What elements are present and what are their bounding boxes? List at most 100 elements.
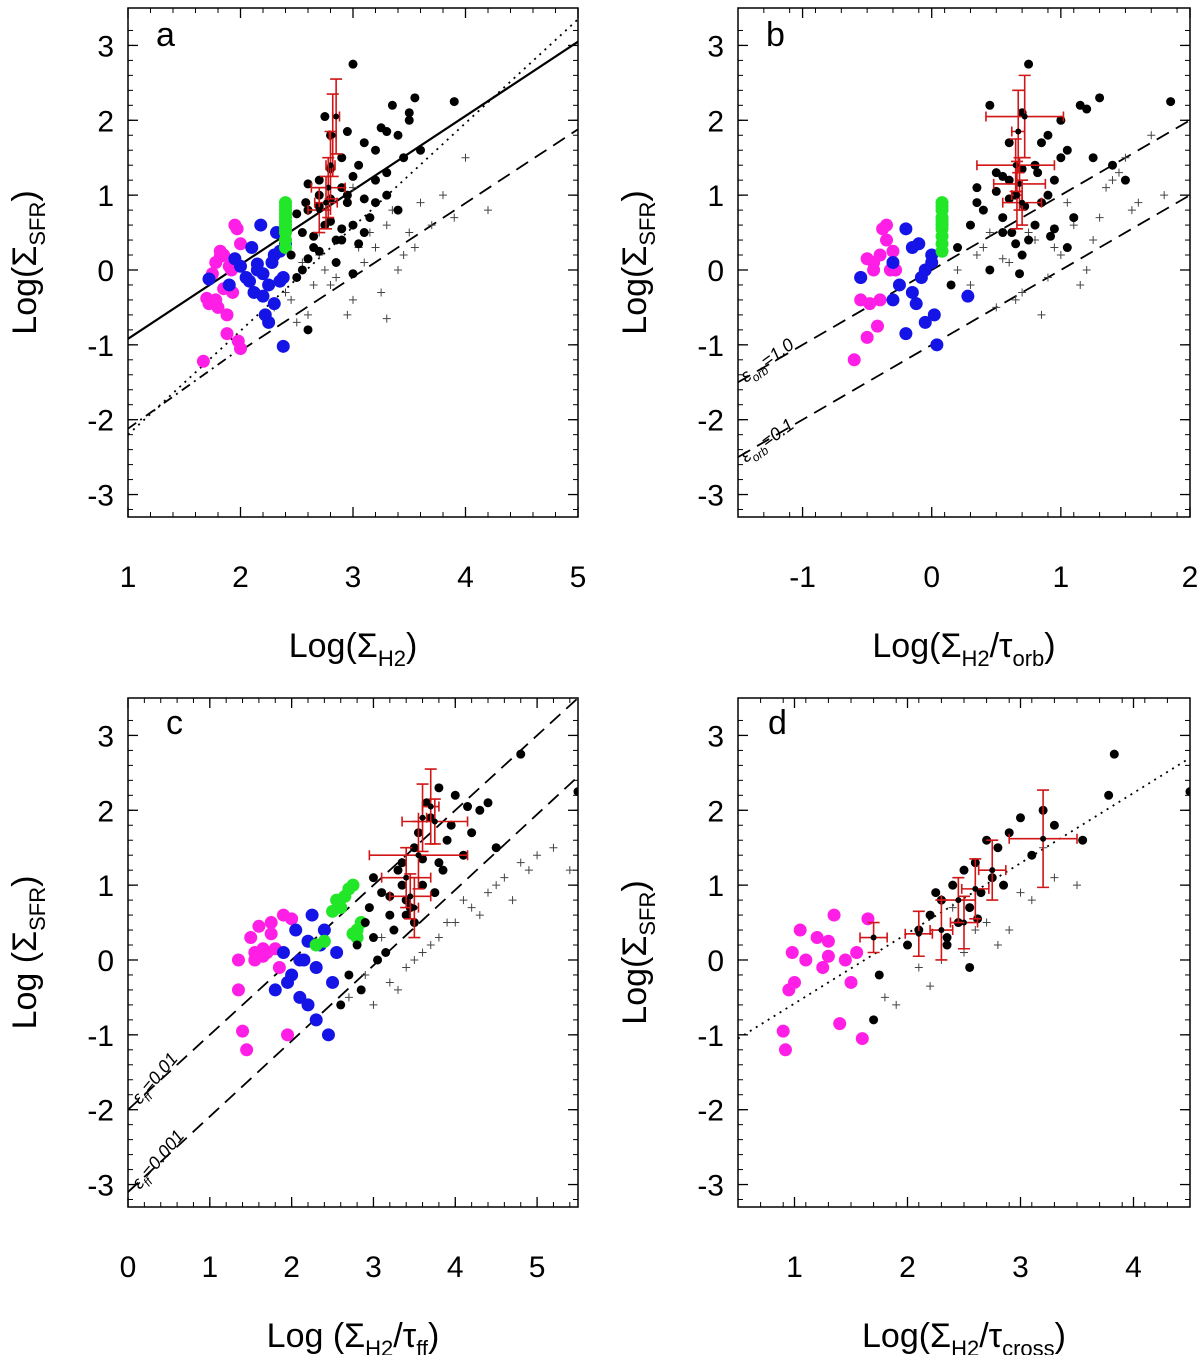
black-point bbox=[965, 220, 975, 230]
blue-point bbox=[886, 293, 900, 307]
plus-marker bbox=[292, 318, 301, 327]
plus-marker bbox=[427, 221, 436, 230]
black-point bbox=[1017, 250, 1027, 260]
black-point bbox=[434, 783, 444, 793]
y-axis-label-close: ) bbox=[616, 190, 654, 201]
plus-marker bbox=[382, 221, 391, 230]
y-axis-label: Log(ΣSFR) bbox=[6, 190, 50, 334]
black-point bbox=[336, 1000, 346, 1010]
black-point bbox=[985, 265, 995, 275]
blue-point bbox=[309, 960, 323, 974]
black-point bbox=[292, 209, 302, 219]
blue-point bbox=[281, 975, 295, 989]
error-bar-point bbox=[938, 927, 945, 934]
black-point bbox=[1104, 790, 1114, 800]
plus-marker bbox=[439, 191, 447, 200]
black-point bbox=[348, 171, 358, 181]
y-tick-label: 0 bbox=[707, 945, 724, 978]
magenta-point bbox=[873, 293, 887, 307]
y-axis-label-main: Log (Σ bbox=[6, 931, 44, 1030]
plus-marker bbox=[361, 970, 370, 979]
error-bar-point bbox=[972, 885, 979, 892]
black-point bbox=[309, 231, 319, 241]
black-point bbox=[1024, 235, 1034, 245]
plus-marker bbox=[948, 903, 957, 912]
black-point bbox=[1056, 153, 1066, 163]
x-tick-label: 5 bbox=[570, 561, 587, 594]
blue-point bbox=[268, 983, 282, 997]
plus-marker bbox=[979, 243, 988, 252]
magenta-point bbox=[234, 237, 247, 251]
plus-marker bbox=[1037, 310, 1046, 319]
fit-line-eps-ff-0.01 bbox=[128, 698, 578, 1111]
x-tick-label: 1 bbox=[786, 1251, 803, 1284]
black-point bbox=[942, 933, 952, 943]
magenta-point bbox=[816, 960, 830, 974]
x-axis-label-main: Log(Σ bbox=[289, 627, 378, 665]
plus-marker bbox=[1069, 221, 1078, 230]
plus-marker bbox=[1043, 273, 1052, 282]
y-axis-label-main: Log(Σ bbox=[616, 936, 654, 1025]
black-point bbox=[344, 970, 354, 980]
black-point bbox=[354, 160, 364, 170]
blue-point bbox=[276, 270, 290, 284]
x-axis-label-slash: /τ bbox=[979, 1317, 1002, 1355]
green-point bbox=[317, 934, 331, 948]
plot-area bbox=[738, 749, 1190, 1057]
y-tick-label: 3 bbox=[707, 720, 724, 753]
x-axis-label-sub2: orb bbox=[1012, 646, 1044, 671]
plus-marker bbox=[1121, 153, 1130, 162]
black-point bbox=[434, 858, 444, 868]
black-point bbox=[354, 239, 364, 249]
plus-marker bbox=[349, 295, 357, 304]
plus-marker bbox=[993, 941, 1002, 950]
plus-marker bbox=[1160, 191, 1169, 200]
magenta-point bbox=[285, 912, 299, 926]
black-point bbox=[1036, 138, 1046, 148]
plus-marker bbox=[500, 873, 509, 882]
blue-point bbox=[317, 923, 331, 937]
blue-point bbox=[326, 975, 340, 989]
plus-marker bbox=[326, 280, 335, 289]
error-bar-point bbox=[419, 814, 426, 821]
y-tick-label: 2 bbox=[707, 105, 724, 138]
black-point bbox=[337, 224, 347, 234]
y-tick-label: 3 bbox=[707, 30, 724, 63]
y-axis-label-sub: SFR bbox=[25, 202, 50, 246]
blue-point bbox=[925, 256, 939, 269]
x-axis-label-sub2: cross bbox=[1002, 1336, 1055, 1355]
black-point bbox=[993, 843, 1003, 853]
blue-point bbox=[899, 327, 913, 341]
blue-point bbox=[961, 289, 975, 303]
black-point bbox=[297, 265, 307, 275]
black-point bbox=[382, 168, 392, 178]
black-point bbox=[1007, 228, 1017, 238]
magenta-point bbox=[240, 1043, 254, 1057]
black-point bbox=[869, 1015, 879, 1025]
magenta-point bbox=[264, 927, 278, 941]
error-bar-point bbox=[1015, 128, 1022, 135]
error-bar-point bbox=[1016, 180, 1023, 187]
error-bar-point bbox=[407, 893, 414, 900]
plus-marker bbox=[1050, 243, 1059, 252]
plus-marker bbox=[524, 866, 533, 875]
y-tick-label: 2 bbox=[707, 795, 724, 828]
plus-marker bbox=[892, 1000, 901, 1009]
plus-marker bbox=[1102, 183, 1111, 192]
y-axis-label-main: Log(Σ bbox=[6, 246, 44, 335]
black-point bbox=[1049, 175, 1059, 185]
x-axis-label: Log(ΣH2/τcross) bbox=[862, 1317, 1066, 1355]
black-point bbox=[397, 880, 407, 890]
black-point bbox=[393, 205, 403, 215]
plus-marker bbox=[484, 888, 492, 897]
black-point bbox=[985, 100, 995, 110]
black-point bbox=[286, 250, 296, 260]
y-tick-label: 3 bbox=[97, 720, 114, 753]
error-bar-point bbox=[955, 897, 962, 904]
black-point bbox=[925, 910, 935, 920]
blue-point bbox=[250, 257, 264, 271]
y-tick-label: -3 bbox=[697, 1170, 724, 1203]
black-point bbox=[404, 108, 414, 118]
x-tick-label: 5 bbox=[529, 1251, 546, 1284]
